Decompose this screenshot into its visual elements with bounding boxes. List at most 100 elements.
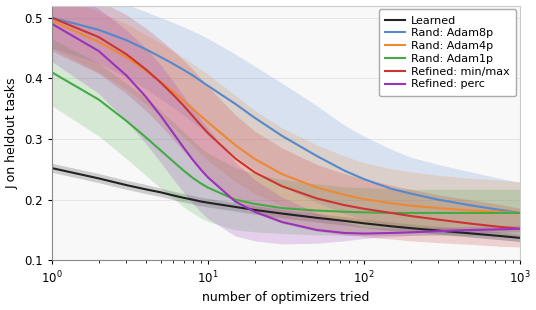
Rand: Adam4p: (100, 0.201): Adam4p: (100, 0.201) — [361, 197, 367, 201]
Rand: Adam4p: (200, 0.19): Adam4p: (200, 0.19) — [407, 204, 414, 207]
Rand: Adam1p: (300, 0.178): Adam1p: (300, 0.178) — [435, 211, 441, 215]
Rand: Adam8p: (30, 0.305): Adam8p: (30, 0.305) — [279, 134, 285, 138]
Rand: Adam1p: (750, 0.178): Adam1p: (750, 0.178) — [497, 211, 503, 215]
Refined: min/max: (8, 0.338): min/max: (8, 0.338) — [189, 114, 196, 118]
Refined: min/max: (1, 0.5): min/max: (1, 0.5) — [49, 16, 55, 20]
Learned — [435, 229, 441, 232]
Refined: min/max: (200, 0.173): min/max: (200, 0.173) — [407, 214, 414, 218]
Rand: Adam4p: (2, 0.46): Adam4p: (2, 0.46) — [95, 40, 102, 44]
Line: Learned: Learned — [52, 168, 519, 238]
Rand: Adam1p: (3, 0.33): Adam1p: (3, 0.33) — [123, 119, 129, 123]
Refined: min/max: (150, 0.178): min/max: (150, 0.178) — [388, 211, 394, 215]
Rand: Adam8p: (100, 0.234): Adam8p: (100, 0.234) — [361, 177, 367, 181]
Rand: Adam1p: (10, 0.22): Adam1p: (10, 0.22) — [205, 186, 211, 189]
Rand: Adam8p: (1e+03, 0.178): Adam8p: (1e+03, 0.178) — [516, 211, 523, 215]
Rand: Adam1p: (150, 0.178): Adam1p: (150, 0.178) — [388, 211, 394, 215]
Rand: Adam4p: (150, 0.194): Adam4p: (150, 0.194) — [388, 202, 394, 205]
Refined: min/max: (7, 0.355): min/max: (7, 0.355) — [180, 104, 187, 108]
Rand: Adam4p: (8, 0.35): Adam4p: (8, 0.35) — [189, 107, 196, 110]
Rand: Adam8p: (15, 0.358): Adam8p: (15, 0.358) — [232, 102, 239, 106]
Line: Refined: perc: Refined: perc — [52, 24, 519, 233]
Refined: min/max: (2, 0.468): min/max: (2, 0.468) — [95, 35, 102, 39]
Refined: perc: (100, 0.144): perc: (100, 0.144) — [361, 232, 367, 235]
Line: Rand: Adam8p: Rand: Adam8p — [52, 18, 519, 213]
Rand: Adam1p: (20, 0.193): Adam1p: (20, 0.193) — [251, 202, 258, 206]
Rand: Adam8p: (2, 0.48): Adam8p: (2, 0.48) — [95, 28, 102, 32]
Refined: perc: (1, 0.49): perc: (1, 0.49) — [49, 22, 55, 26]
Rand: Adam1p: (2, 0.365): Adam1p: (2, 0.365) — [95, 98, 102, 101]
Refined: min/max: (300, 0.167): min/max: (300, 0.167) — [435, 218, 441, 221]
Rand: Adam8p: (3, 0.463): Adam8p: (3, 0.463) — [123, 38, 129, 42]
Learned — [180, 196, 187, 200]
Rand: Adam4p: (300, 0.186): Adam4p: (300, 0.186) — [435, 206, 441, 210]
Refined: perc: (30, 0.163): perc: (30, 0.163) — [279, 220, 285, 224]
Line: Refined: min/max: Refined: min/max — [52, 18, 519, 229]
Rand: Adam4p: (3, 0.435): Adam4p: (3, 0.435) — [123, 55, 129, 59]
Rand: Adam1p: (6, 0.263): Adam1p: (6, 0.263) — [170, 160, 176, 163]
Learned — [95, 176, 102, 180]
Refined: perc: (5, 0.338): perc: (5, 0.338) — [158, 114, 164, 118]
Rand: Adam8p: (7, 0.414): Adam8p: (7, 0.414) — [180, 68, 187, 72]
Rand: Adam8p: (50, 0.272): Adam8p: (50, 0.272) — [314, 154, 320, 158]
Learned — [470, 232, 476, 235]
Rand: Adam1p: (200, 0.178): Adam1p: (200, 0.178) — [407, 211, 414, 215]
Refined: min/max: (6, 0.373): min/max: (6, 0.373) — [170, 93, 176, 96]
Rand: Adam1p: (75, 0.18): Adam1p: (75, 0.18) — [341, 210, 347, 214]
Y-axis label: J on heldout tasks: J on heldout tasks — [5, 77, 19, 189]
Rand: Adam8p: (75, 0.248): Adam8p: (75, 0.248) — [341, 169, 347, 172]
Learned — [123, 183, 129, 187]
Refined: perc: (6, 0.31): perc: (6, 0.31) — [170, 131, 176, 135]
Rand: Adam1p: (4, 0.303): Adam1p: (4, 0.303) — [143, 135, 149, 139]
Rand: Adam8p: (6, 0.424): Adam8p: (6, 0.424) — [170, 62, 176, 66]
Refined: min/max: (4, 0.415): min/max: (4, 0.415) — [143, 67, 149, 71]
Rand: Adam8p: (9, 0.396): Adam8p: (9, 0.396) — [197, 79, 204, 82]
Refined: min/max: (20, 0.245): min/max: (20, 0.245) — [251, 170, 258, 174]
Rand: Adam1p: (7, 0.248): Adam1p: (7, 0.248) — [180, 169, 187, 172]
Rand: Adam8p: (20, 0.335): Adam8p: (20, 0.335) — [251, 116, 258, 120]
Rand: Adam4p: (1e+03, 0.178): Adam4p: (1e+03, 0.178) — [516, 211, 523, 215]
Refined: min/max: (500, 0.16): min/max: (500, 0.16) — [470, 222, 476, 226]
Refined: min/max: (15, 0.268): min/max: (15, 0.268) — [232, 157, 239, 160]
Rand: Adam8p: (5, 0.435): Adam8p: (5, 0.435) — [158, 55, 164, 59]
Refined: min/max: (50, 0.202): min/max: (50, 0.202) — [314, 197, 320, 200]
Learned — [189, 198, 196, 202]
Rand: Adam8p: (300, 0.2): Adam8p: (300, 0.2) — [435, 198, 441, 202]
Rand: Adam4p: (500, 0.182): Adam4p: (500, 0.182) — [470, 209, 476, 212]
X-axis label: number of optimizers tried: number of optimizers tried — [202, 291, 369, 304]
Rand: Adam8p: (8, 0.405): Adam8p: (8, 0.405) — [189, 73, 196, 77]
Refined: perc: (500, 0.15): perc: (500, 0.15) — [470, 228, 476, 232]
Rand: Adam4p: (10, 0.328): Adam4p: (10, 0.328) — [205, 120, 211, 124]
Rand: Adam1p: (1e+03, 0.178): Adam1p: (1e+03, 0.178) — [516, 211, 523, 215]
Refined: perc: (200, 0.146): perc: (200, 0.146) — [407, 231, 414, 234]
Rand: Adam1p: (500, 0.178): Adam1p: (500, 0.178) — [470, 211, 476, 215]
Legend: Learned, Rand: Adam8p, Rand: Adam4p, Rand: Adam1p, Refined: min/max, Refined: pe: Learned, Rand: Adam8p, Rand: Adam4p, Ran… — [378, 9, 516, 96]
Refined: perc: (20, 0.18): perc: (20, 0.18) — [251, 210, 258, 214]
Refined: min/max: (30, 0.222): min/max: (30, 0.222) — [279, 184, 285, 188]
Learned — [388, 224, 394, 228]
Rand: Adam1p: (15, 0.2): Adam1p: (15, 0.2) — [232, 198, 239, 202]
Learned — [361, 221, 367, 225]
Learned — [170, 193, 176, 197]
Rand: Adam1p: (9, 0.227): Adam1p: (9, 0.227) — [197, 181, 204, 185]
Rand: Adam4p: (750, 0.18): Adam4p: (750, 0.18) — [497, 210, 503, 214]
Refined: perc: (75, 0.145): perc: (75, 0.145) — [341, 231, 347, 235]
Refined: min/max: (10, 0.31): min/max: (10, 0.31) — [205, 131, 211, 135]
Learned — [143, 188, 149, 191]
Rand: Adam8p: (200, 0.21): Adam8p: (200, 0.21) — [407, 192, 414, 195]
Refined: min/max: (100, 0.185): min/max: (100, 0.185) — [361, 207, 367, 210]
Learned — [158, 190, 164, 194]
Learned — [232, 205, 239, 209]
Refined: perc: (10, 0.237): perc: (10, 0.237) — [205, 175, 211, 179]
Refined: perc: (2, 0.445): perc: (2, 0.445) — [95, 49, 102, 53]
Rand: Adam4p: (9, 0.338): Adam4p: (9, 0.338) — [197, 114, 204, 118]
Learned — [49, 166, 55, 170]
Rand: Adam4p: (1, 0.495): Adam4p: (1, 0.495) — [49, 19, 55, 23]
Rand: Adam8p: (1, 0.5): Adam8p: (1, 0.5) — [49, 16, 55, 20]
Learned — [341, 219, 347, 223]
Rand: Adam1p: (50, 0.182): Adam1p: (50, 0.182) — [314, 209, 320, 212]
Refined: perc: (50, 0.15): perc: (50, 0.15) — [314, 228, 320, 232]
Learned — [251, 208, 258, 212]
Rand: Adam8p: (4, 0.448): Adam8p: (4, 0.448) — [143, 47, 149, 51]
Learned — [407, 226, 414, 230]
Rand: Adam4p: (30, 0.242): Adam4p: (30, 0.242) — [279, 172, 285, 176]
